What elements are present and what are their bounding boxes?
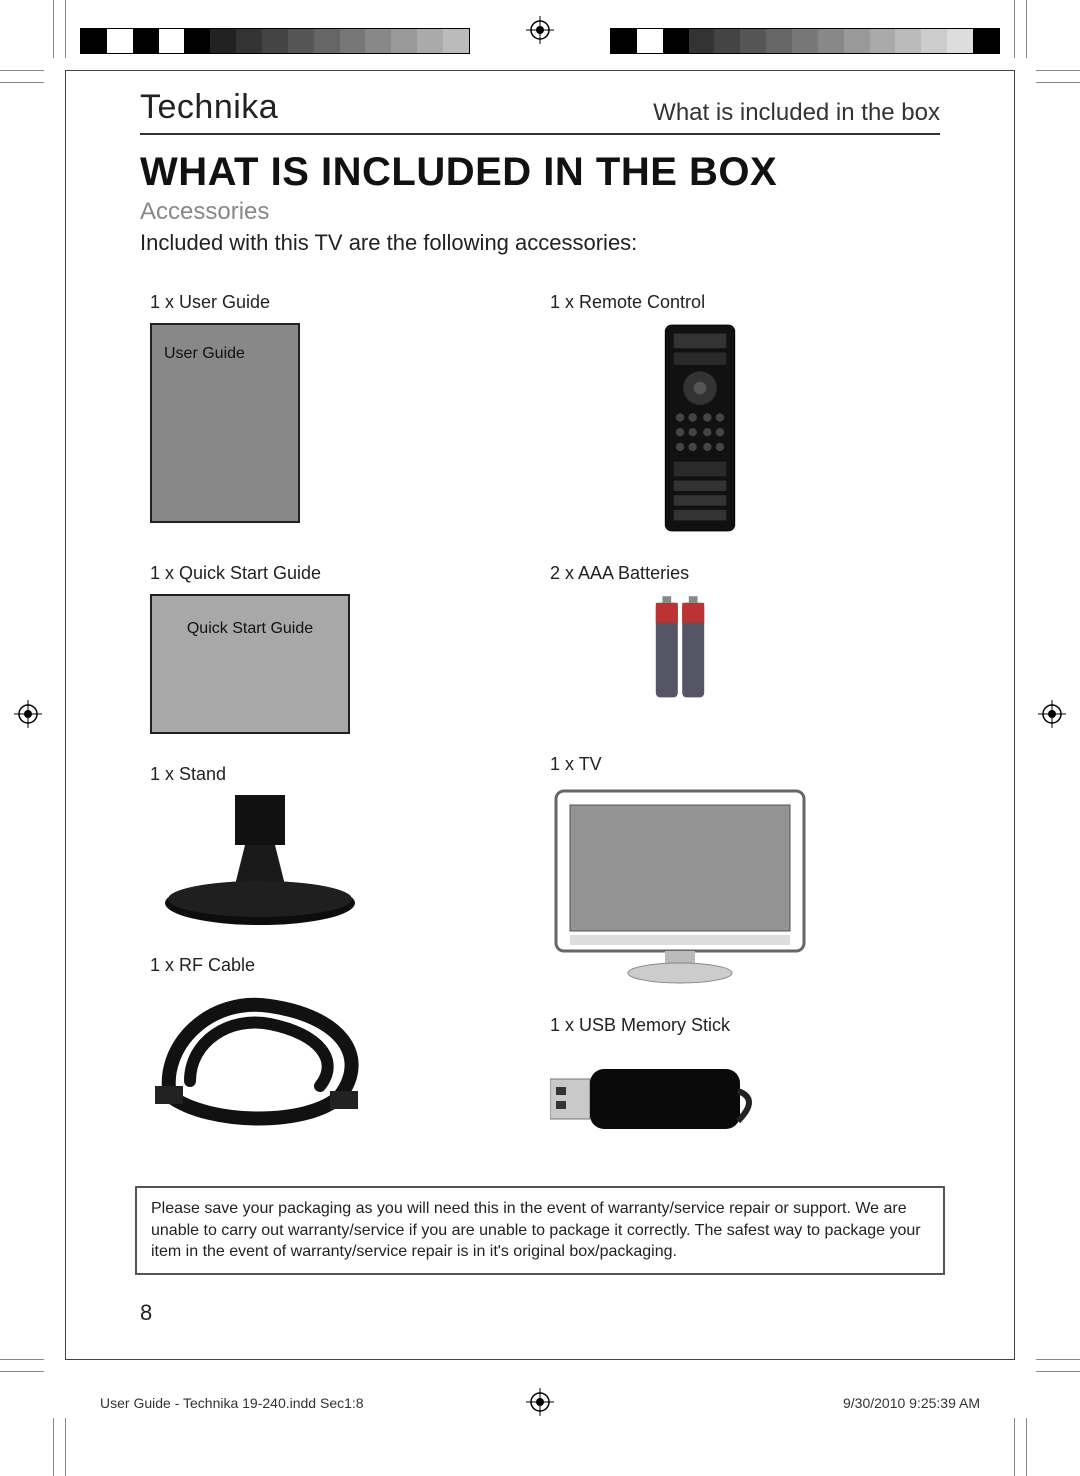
accessory-label: 2 x AAA Batteries	[550, 563, 940, 584]
color-swatch	[895, 29, 921, 53]
page-title: WHAT IS INCLUDED IN THE BOX	[140, 150, 777, 195]
qsg-illustration: Quick Start Guide	[150, 594, 350, 734]
packaging-notice: Please save your packaging as you will n…	[135, 1186, 945, 1275]
crop-mark	[1026, 1418, 1027, 1476]
crop-mark	[0, 82, 44, 83]
color-swatch	[133, 29, 159, 53]
accessory-label: 1 x User Guide	[150, 292, 540, 313]
accessories-right-column: 1 x Remote Control 2 x AAA Batteries	[550, 292, 940, 1186]
accessory-batteries: 2 x AAA Batteries	[550, 563, 940, 704]
crop-mark	[53, 0, 54, 58]
color-swatch	[365, 29, 391, 53]
brand-logo: Technika	[140, 88, 278, 127]
color-swatch	[184, 29, 210, 53]
color-swatch	[288, 29, 314, 53]
color-swatch	[973, 29, 999, 53]
accessory-quick-start-guide: 1 x Quick Start Guide Quick Start Guide	[150, 563, 540, 734]
crop-mark	[0, 1371, 44, 1372]
color-swatch	[921, 29, 947, 53]
accessory-user-guide: 1 x User Guide User Guide	[150, 292, 540, 523]
accessory-stand: 1 x Stand	[150, 764, 540, 925]
intro-text: Included with this TV are the following …	[140, 230, 637, 256]
rf-cable-illustration	[150, 986, 380, 1126]
footer-timestamp: 9/30/2010 9:25:39 AM	[843, 1395, 980, 1411]
tv-illustration	[550, 785, 810, 985]
page-number: 8	[140, 1300, 152, 1326]
accessory-label: 1 x Quick Start Guide	[150, 563, 540, 584]
color-swatch	[107, 29, 133, 53]
booklet-caption: User Guide	[164, 345, 245, 362]
color-swatch	[159, 29, 185, 53]
printer-color-bar	[610, 28, 1000, 54]
color-swatch	[792, 29, 818, 53]
page-header: Technika What is included in the box	[140, 88, 940, 135]
accessory-usb: 1 x USB Memory Stick	[550, 1015, 940, 1156]
accessory-rf-cable: 1 x RF Cable	[150, 955, 540, 1126]
registration-mark-icon	[14, 700, 42, 728]
crop-mark	[65, 0, 66, 58]
color-swatch	[262, 29, 288, 53]
color-swatch	[340, 29, 366, 53]
crop-mark	[1026, 0, 1027, 58]
footer-filename: User Guide - Technika 19-240.indd Sec1:8	[100, 1395, 364, 1411]
crop-mark	[1036, 70, 1080, 71]
color-swatch	[740, 29, 766, 53]
accessory-tv: 1 x TV	[550, 754, 940, 985]
crop-mark	[1036, 1371, 1080, 1372]
crop-mark	[65, 1418, 66, 1476]
printer-color-bar	[80, 28, 470, 54]
accessory-label: 1 x USB Memory Stick	[550, 1015, 940, 1036]
crop-mark	[0, 70, 44, 71]
color-swatch	[766, 29, 792, 53]
color-swatch	[81, 29, 107, 53]
accessory-label: 1 x Remote Control	[550, 292, 940, 313]
color-swatch	[443, 29, 469, 53]
color-swatch	[391, 29, 417, 53]
remote-illustration	[640, 323, 760, 533]
usb-illustration	[550, 1046, 760, 1156]
user-guide-illustration: User Guide	[150, 323, 300, 523]
color-swatch	[210, 29, 236, 53]
accessory-label: 1 x RF Cable	[150, 955, 540, 976]
color-swatch	[947, 29, 973, 53]
crop-mark	[53, 1418, 54, 1476]
registration-mark-icon	[1038, 700, 1066, 728]
color-swatch	[663, 29, 689, 53]
accessories-left-column: 1 x User Guide User Guide 1 x Quick Star…	[150, 292, 540, 1156]
color-swatch	[818, 29, 844, 53]
color-swatch	[314, 29, 340, 53]
color-swatch	[689, 29, 715, 53]
crop-mark	[1014, 0, 1015, 58]
color-swatch	[417, 29, 443, 53]
accessory-remote: 1 x Remote Control	[550, 292, 940, 533]
section-subtitle: Accessories	[140, 198, 269, 226]
crop-mark	[0, 1359, 44, 1360]
accessory-label: 1 x Stand	[150, 764, 540, 785]
registration-mark-icon	[526, 16, 554, 44]
color-swatch	[637, 29, 663, 53]
color-swatch	[611, 29, 637, 53]
registration-mark-icon	[526, 1388, 554, 1416]
header-section-title: What is included in the box	[653, 99, 940, 127]
crop-mark	[1036, 82, 1080, 83]
accessory-label: 1 x TV	[550, 754, 940, 775]
color-swatch	[870, 29, 896, 53]
booklet-caption: Quick Start Guide	[187, 620, 313, 637]
color-swatch	[844, 29, 870, 53]
stand-illustration	[150, 795, 370, 925]
batteries-illustration	[630, 594, 730, 704]
crop-mark	[1036, 1359, 1080, 1360]
crop-mark	[1014, 1418, 1015, 1476]
color-swatch	[714, 29, 740, 53]
color-swatch	[236, 29, 262, 53]
